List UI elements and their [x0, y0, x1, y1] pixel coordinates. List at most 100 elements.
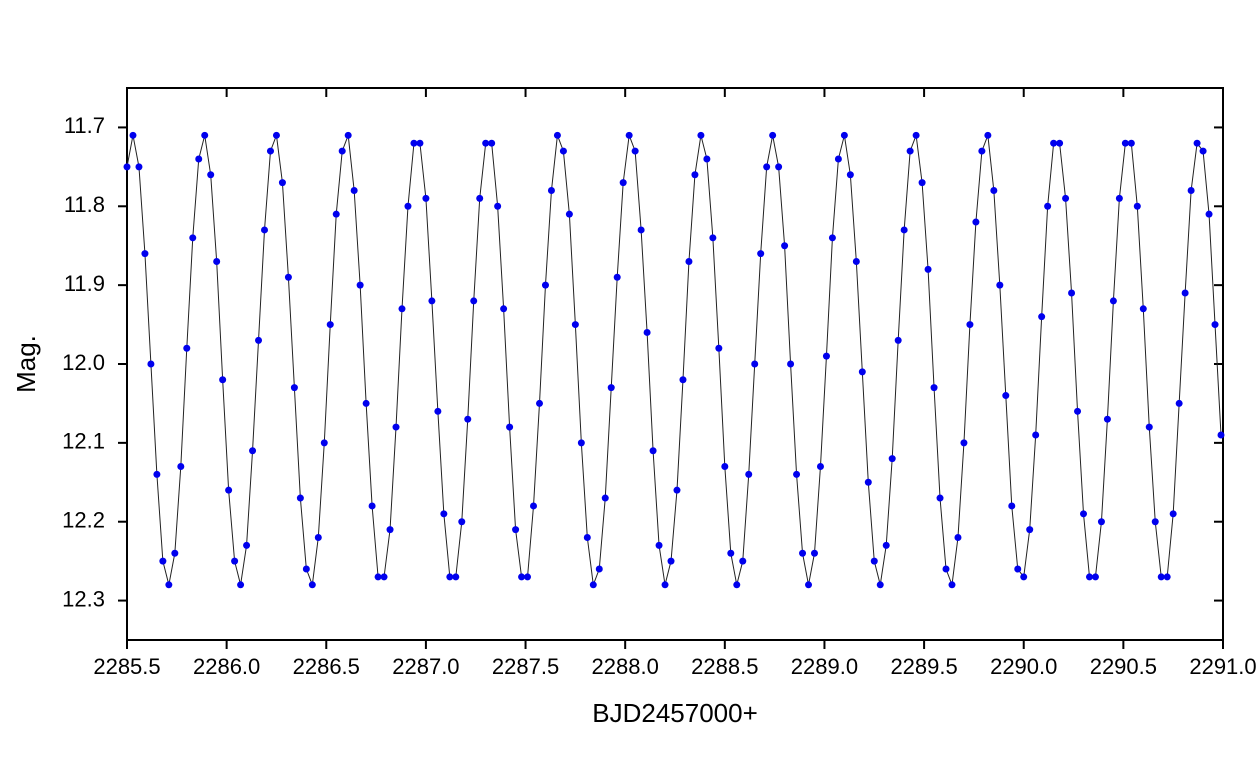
x-tick-label: 2288.0 — [592, 654, 659, 679]
data-point — [374, 573, 382, 581]
data-point — [488, 139, 496, 147]
data-point — [918, 179, 926, 187]
data-point — [541, 281, 549, 289]
x-axis-label: BJD2457000+ — [592, 698, 758, 728]
data-point — [631, 147, 639, 155]
x-tick-label: 2286.5 — [293, 654, 360, 679]
data-point — [757, 250, 765, 258]
y-tick-label: 11.8 — [64, 192, 105, 217]
data-point — [775, 163, 783, 171]
data-point — [386, 526, 394, 534]
data-point — [482, 139, 490, 147]
data-point — [625, 131, 633, 139]
data-point — [1097, 518, 1105, 526]
data-point — [290, 384, 298, 392]
data-point — [416, 139, 424, 147]
data-point — [1157, 573, 1165, 581]
data-point — [422, 194, 430, 202]
data-point — [894, 336, 902, 344]
data-point — [1193, 139, 1201, 147]
y-tick-label: 12.3 — [62, 586, 105, 611]
data-point — [906, 147, 914, 155]
data-point — [643, 328, 651, 336]
data-point — [858, 368, 866, 376]
data-point — [619, 179, 627, 187]
data-point — [219, 376, 227, 384]
plot-frame — [126, 87, 1224, 641]
data-point — [1133, 202, 1141, 210]
data-point — [751, 360, 759, 368]
data-point — [601, 494, 609, 502]
data-point — [589, 581, 597, 589]
data-point — [123, 163, 131, 171]
data-point — [942, 565, 950, 573]
data-point — [464, 415, 472, 423]
light-curve-line — [126, 135, 1222, 585]
data-point — [870, 557, 878, 565]
data-point — [990, 187, 998, 195]
data-point — [278, 179, 286, 187]
data-point — [231, 557, 239, 565]
data-point — [697, 131, 705, 139]
data-point — [1074, 407, 1082, 415]
x-tick-label: 2288.5 — [691, 654, 758, 679]
data-point — [1091, 573, 1099, 581]
data-point — [691, 171, 699, 179]
data-point — [739, 557, 747, 565]
data-point — [410, 139, 418, 147]
data-point — [1169, 510, 1177, 518]
data-point — [816, 463, 824, 471]
data-point — [272, 131, 280, 139]
data-point — [1002, 392, 1010, 400]
data-point — [183, 344, 191, 352]
data-point — [661, 581, 669, 589]
data-point — [954, 533, 962, 541]
data-point — [553, 131, 561, 139]
data-point — [213, 257, 221, 265]
y-tick-label: 12.1 — [62, 429, 105, 454]
data-point — [380, 573, 388, 581]
data-point — [1085, 573, 1093, 581]
data-point — [470, 297, 478, 305]
data-point — [237, 581, 245, 589]
data-point — [1187, 187, 1195, 195]
data-point — [452, 573, 460, 581]
data-point — [177, 463, 185, 471]
data-point — [1151, 518, 1159, 526]
y-tick-label: 12.2 — [62, 508, 105, 533]
data-point — [308, 581, 316, 589]
data-point — [912, 131, 920, 139]
data-point — [524, 573, 532, 581]
data-point — [595, 565, 603, 573]
data-point — [984, 131, 992, 139]
data-point — [846, 171, 854, 179]
data-point — [1068, 289, 1076, 297]
x-tick-label: 2289.0 — [791, 654, 858, 679]
data-point — [249, 447, 257, 455]
data-point — [709, 234, 717, 242]
data-point — [153, 470, 161, 478]
x-tick-label: 2286.0 — [193, 654, 260, 679]
data-point — [924, 265, 932, 273]
data-point — [888, 455, 896, 463]
data-point — [966, 321, 974, 329]
data-point — [607, 384, 615, 392]
data-point — [356, 281, 364, 289]
data-point — [547, 187, 555, 195]
y-tick-label: 12.0 — [62, 350, 105, 375]
data-point — [243, 541, 251, 549]
data-point — [810, 549, 818, 557]
data-point — [207, 171, 215, 179]
data-point — [787, 360, 795, 368]
data-point — [1044, 202, 1052, 210]
data-point — [1145, 423, 1153, 431]
data-point — [500, 305, 508, 313]
data-point — [793, 470, 801, 478]
data-point — [559, 147, 567, 155]
data-point — [876, 581, 884, 589]
data-point — [667, 557, 675, 565]
data-point — [1181, 289, 1189, 297]
x-tick-label: 2289.5 — [890, 654, 957, 679]
data-point — [476, 194, 484, 202]
